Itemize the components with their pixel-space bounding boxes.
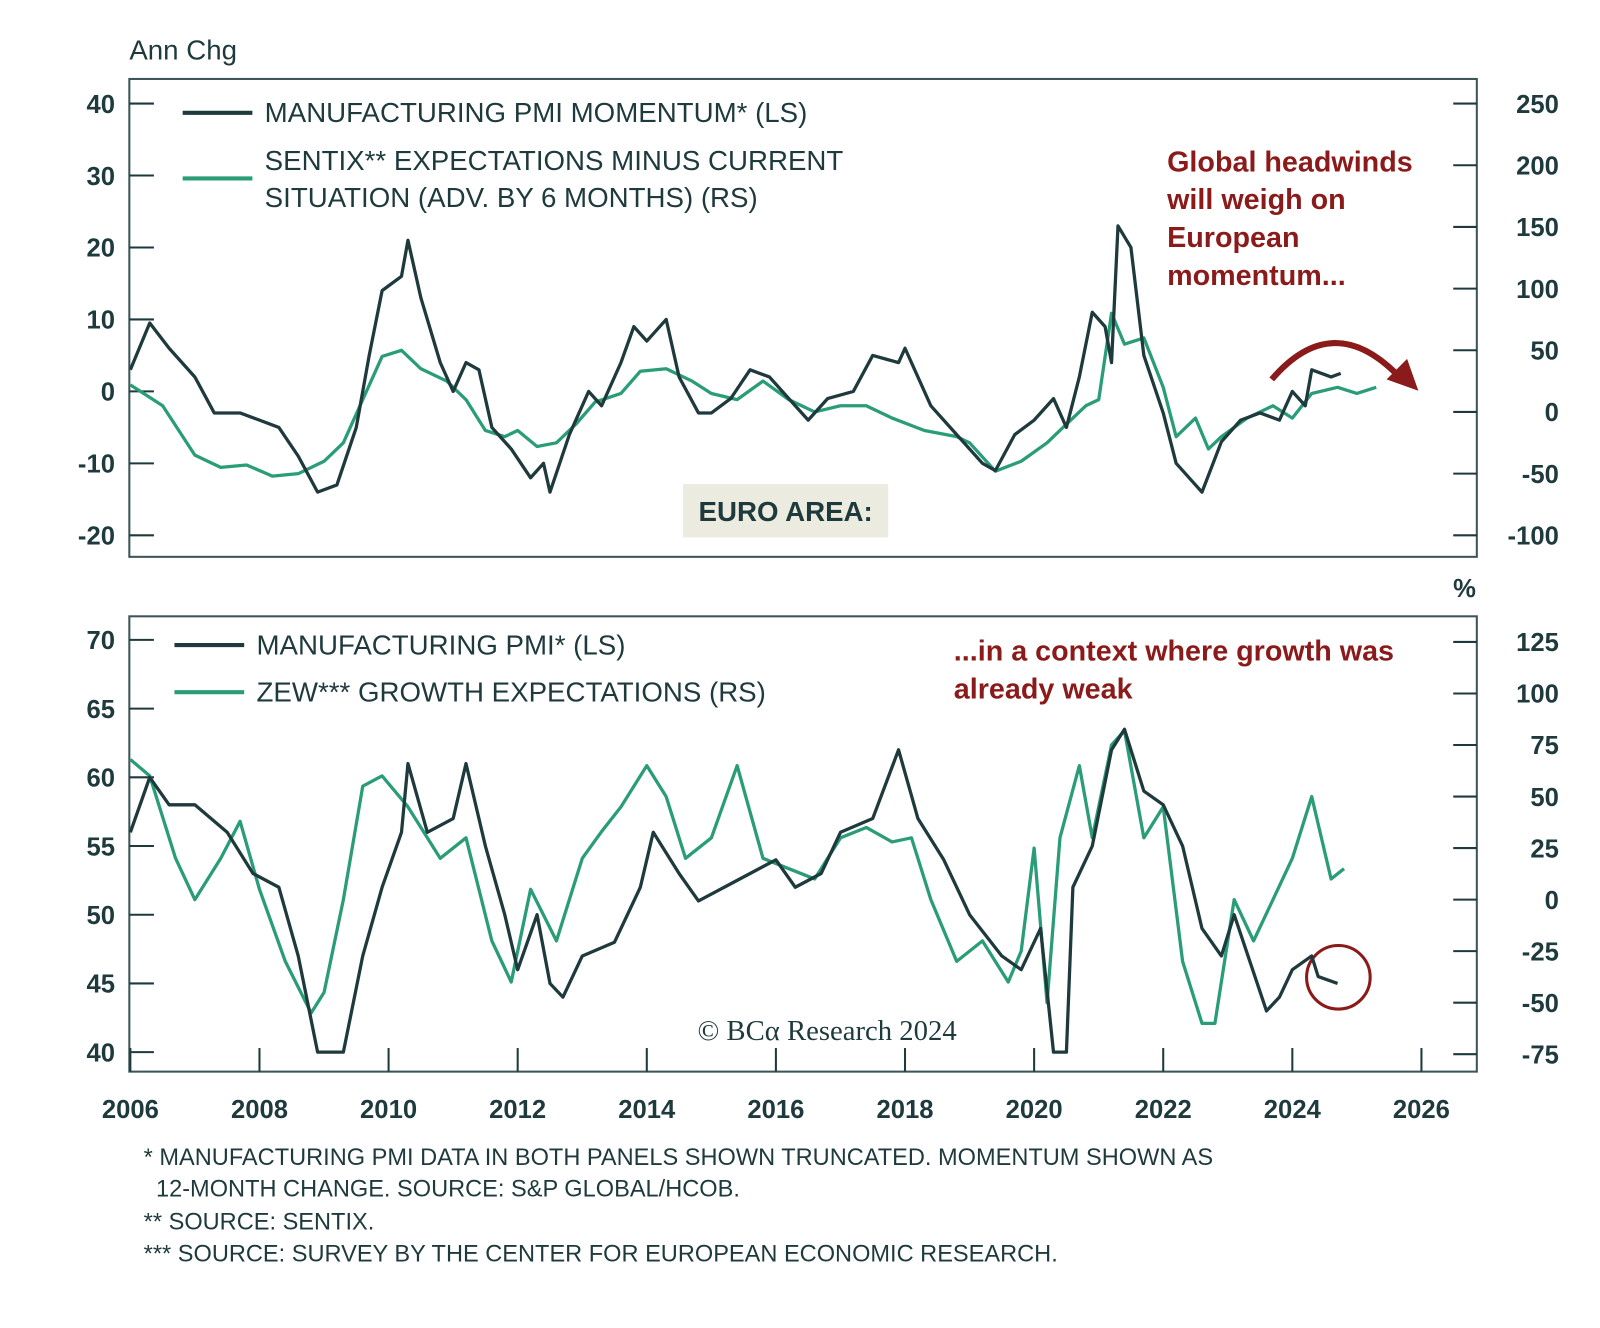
right-tick-label: 150 (1516, 214, 1559, 242)
left-tick-label: 60 (86, 765, 115, 793)
footnotes: * MANUFACTURING PMI DATA IN BOTH PANELS … (144, 1144, 1213, 1266)
left-tick-label: 10 (86, 307, 115, 335)
left-tick-label: 40 (86, 91, 115, 119)
legend-pmi-momentum: MANUFACTURING PMI MOMENTUM* (LS) (265, 97, 808, 128)
right-tick-label: 75 (1530, 732, 1559, 760)
right-tick-label: 0 (1545, 887, 1559, 915)
right-tick-label: -25 (1522, 938, 1559, 966)
x-tick-label: 2026 (1393, 1096, 1450, 1124)
left-tick-label: 65 (86, 696, 115, 724)
x-tick-label: 2016 (747, 1096, 804, 1124)
left-tick-label: 0 (101, 379, 115, 407)
legend-sentix-line1: SENTIX** EXPECTATIONS MINUS CURRENT (265, 145, 844, 176)
right-tick-label: 100 (1516, 276, 1559, 304)
legend-sentix-line2: SITUATION (ADV. BY 6 MONTHS) (RS) (265, 182, 758, 213)
right-tick-label: -50 (1522, 990, 1559, 1018)
arrow-icon (1269, 339, 1403, 382)
x-tick-label: 2012 (489, 1096, 546, 1124)
top-annotation: Global headwinds will weigh on European … (1166, 146, 1421, 292)
annotation-line: will weigh on (1166, 184, 1346, 216)
left-tick-label: 40 (86, 1039, 115, 1067)
copyright-logo: © BCα Research 2024 (697, 1015, 956, 1047)
series-line-survey (129, 728, 1346, 1025)
legend-zew: ZEW*** GROWTH EXPECTATIONS (RS) (256, 676, 765, 707)
x-tick-label: 2024 (1264, 1096, 1322, 1124)
right-tick-label: -75 (1522, 1041, 1559, 1069)
left-tick-label: 45 (86, 971, 115, 999)
left-tick-label: 20 (86, 235, 115, 263)
right-tick-label: 125 (1516, 629, 1559, 657)
top-panel: Ann Chg EURO AREA: MANUFACTURING PMI MOM… (78, 34, 1559, 558)
series-line-pmi (128, 727, 1339, 1054)
x-tick-label: 2022 (1135, 1096, 1192, 1124)
x-tick-label: 2006 (102, 1096, 159, 1124)
legend-pmi: MANUFACTURING PMI* (LS) (256, 629, 625, 660)
annotation-line: already weak (954, 673, 1133, 705)
bottom-panel: % MANUFACTURING PMI* (LS) ZEW*** GROWTH … (86, 575, 1559, 1073)
left-tick-label: 70 (86, 627, 115, 655)
footnote: 12-MONTH CHANGE. SOURCE: S&P GLOBAL/HCOB… (156, 1176, 740, 1202)
right-tick-label: 100 (1516, 681, 1559, 709)
right-tick-label: -100 (1508, 523, 1559, 551)
annotation-line: European (1167, 222, 1299, 254)
x-tick-label: 2014 (618, 1096, 676, 1124)
panel-label-box (683, 484, 889, 538)
left-tick-label: 50 (86, 902, 115, 930)
x-axis: 2006 2008 2010 2012 2014 2016 2018 2020 2022 2024… (102, 1048, 1450, 1124)
highlight-circle (1305, 943, 1372, 1011)
top-ylabel: Ann Chg (129, 34, 237, 65)
annotation-line: Global headwinds (1167, 146, 1413, 178)
right-tick-label: -50 (1522, 461, 1559, 489)
left-tick-label: -10 (78, 451, 115, 479)
series-line-survey (129, 311, 1377, 478)
x-tick-label: 2020 (1006, 1096, 1063, 1124)
x-tick-label: 2010 (360, 1096, 417, 1124)
annotation-line: momentum... (1167, 260, 1346, 292)
left-tick-label: -20 (78, 523, 115, 551)
bottom-frame (128, 615, 1478, 1073)
left-tick-label: 30 (86, 163, 115, 191)
footnote: ** SOURCE: SENTIX. (144, 1209, 375, 1235)
annotation-line: ...in a context where growth was (954, 635, 1394, 667)
series-line-pmi (128, 224, 1342, 494)
top-frame (128, 77, 1478, 558)
right-tick-label: 25 (1530, 835, 1559, 863)
footnote: *** SOURCE: SURVEY BY THE CENTER FOR EUR… (144, 1240, 1058, 1266)
x-tick-label: 2008 (231, 1096, 288, 1124)
left-tick-label: 55 (86, 833, 115, 861)
right-tick-label: 200 (1516, 152, 1559, 180)
legend-sentix: SENTIX** EXPECTATIONS MINUS CURRENT SITUA… (265, 145, 844, 213)
bottom-right-unit: % (1453, 575, 1476, 603)
right-tick-label: 50 (1530, 338, 1559, 366)
right-tick-label: 0 (1545, 399, 1559, 427)
right-tick-label: 250 (1516, 91, 1559, 119)
panel-label: EURO AREA: (699, 496, 873, 527)
footnote: * MANUFACTURING PMI DATA IN BOTH PANELS … (144, 1144, 1213, 1170)
x-tick-label: 2018 (877, 1096, 934, 1124)
bottom-annotation: ...in a context where growth was already… (954, 635, 1402, 705)
right-tick-label: 50 (1530, 784, 1559, 812)
arrowhead-icon (1386, 358, 1419, 391)
